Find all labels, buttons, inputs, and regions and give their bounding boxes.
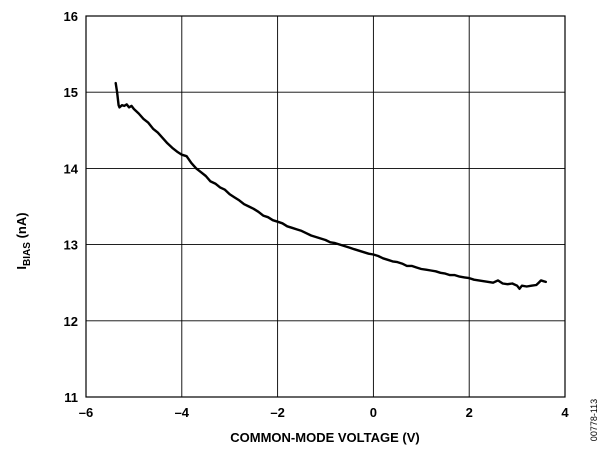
x-tick-label: 4 <box>561 405 569 420</box>
grid-lines <box>85 15 566 398</box>
x-tick-label: –2 <box>270 405 284 420</box>
y-tick-label: 14 <box>64 161 79 176</box>
x-tick-label: 0 <box>370 405 377 420</box>
y-tick-label: 13 <box>64 238 78 253</box>
x-tick-labels: –6 –4 –2 0 2 4 <box>79 405 570 420</box>
y-axis-label-main: I <box>14 266 29 270</box>
y-tick-label: 11 <box>64 390 78 405</box>
series-line-0 <box>114 81 547 290</box>
figure-id: 00778-113 <box>589 399 599 441</box>
y-axis-label-subscript: BIAS <box>22 242 33 266</box>
plot-frame <box>85 15 566 398</box>
series-layer <box>114 81 547 290</box>
y-tick-label: 12 <box>64 314 78 329</box>
y-tick-label: 16 <box>64 9 78 24</box>
x-tick-label: –6 <box>79 405 93 420</box>
y-axis-label-unit: (nA) <box>14 212 29 242</box>
x-axis-label: COMMON-MODE VOLTAGE (V) <box>230 430 419 445</box>
y-tick-label: 15 <box>64 85 78 100</box>
x-tick-label: 2 <box>466 405 473 420</box>
x-tick-label: –4 <box>175 405 190 420</box>
y-tick-labels: 11 12 13 14 15 16 <box>64 9 79 405</box>
y-axis-label: IBIAS (nA) <box>14 212 33 269</box>
